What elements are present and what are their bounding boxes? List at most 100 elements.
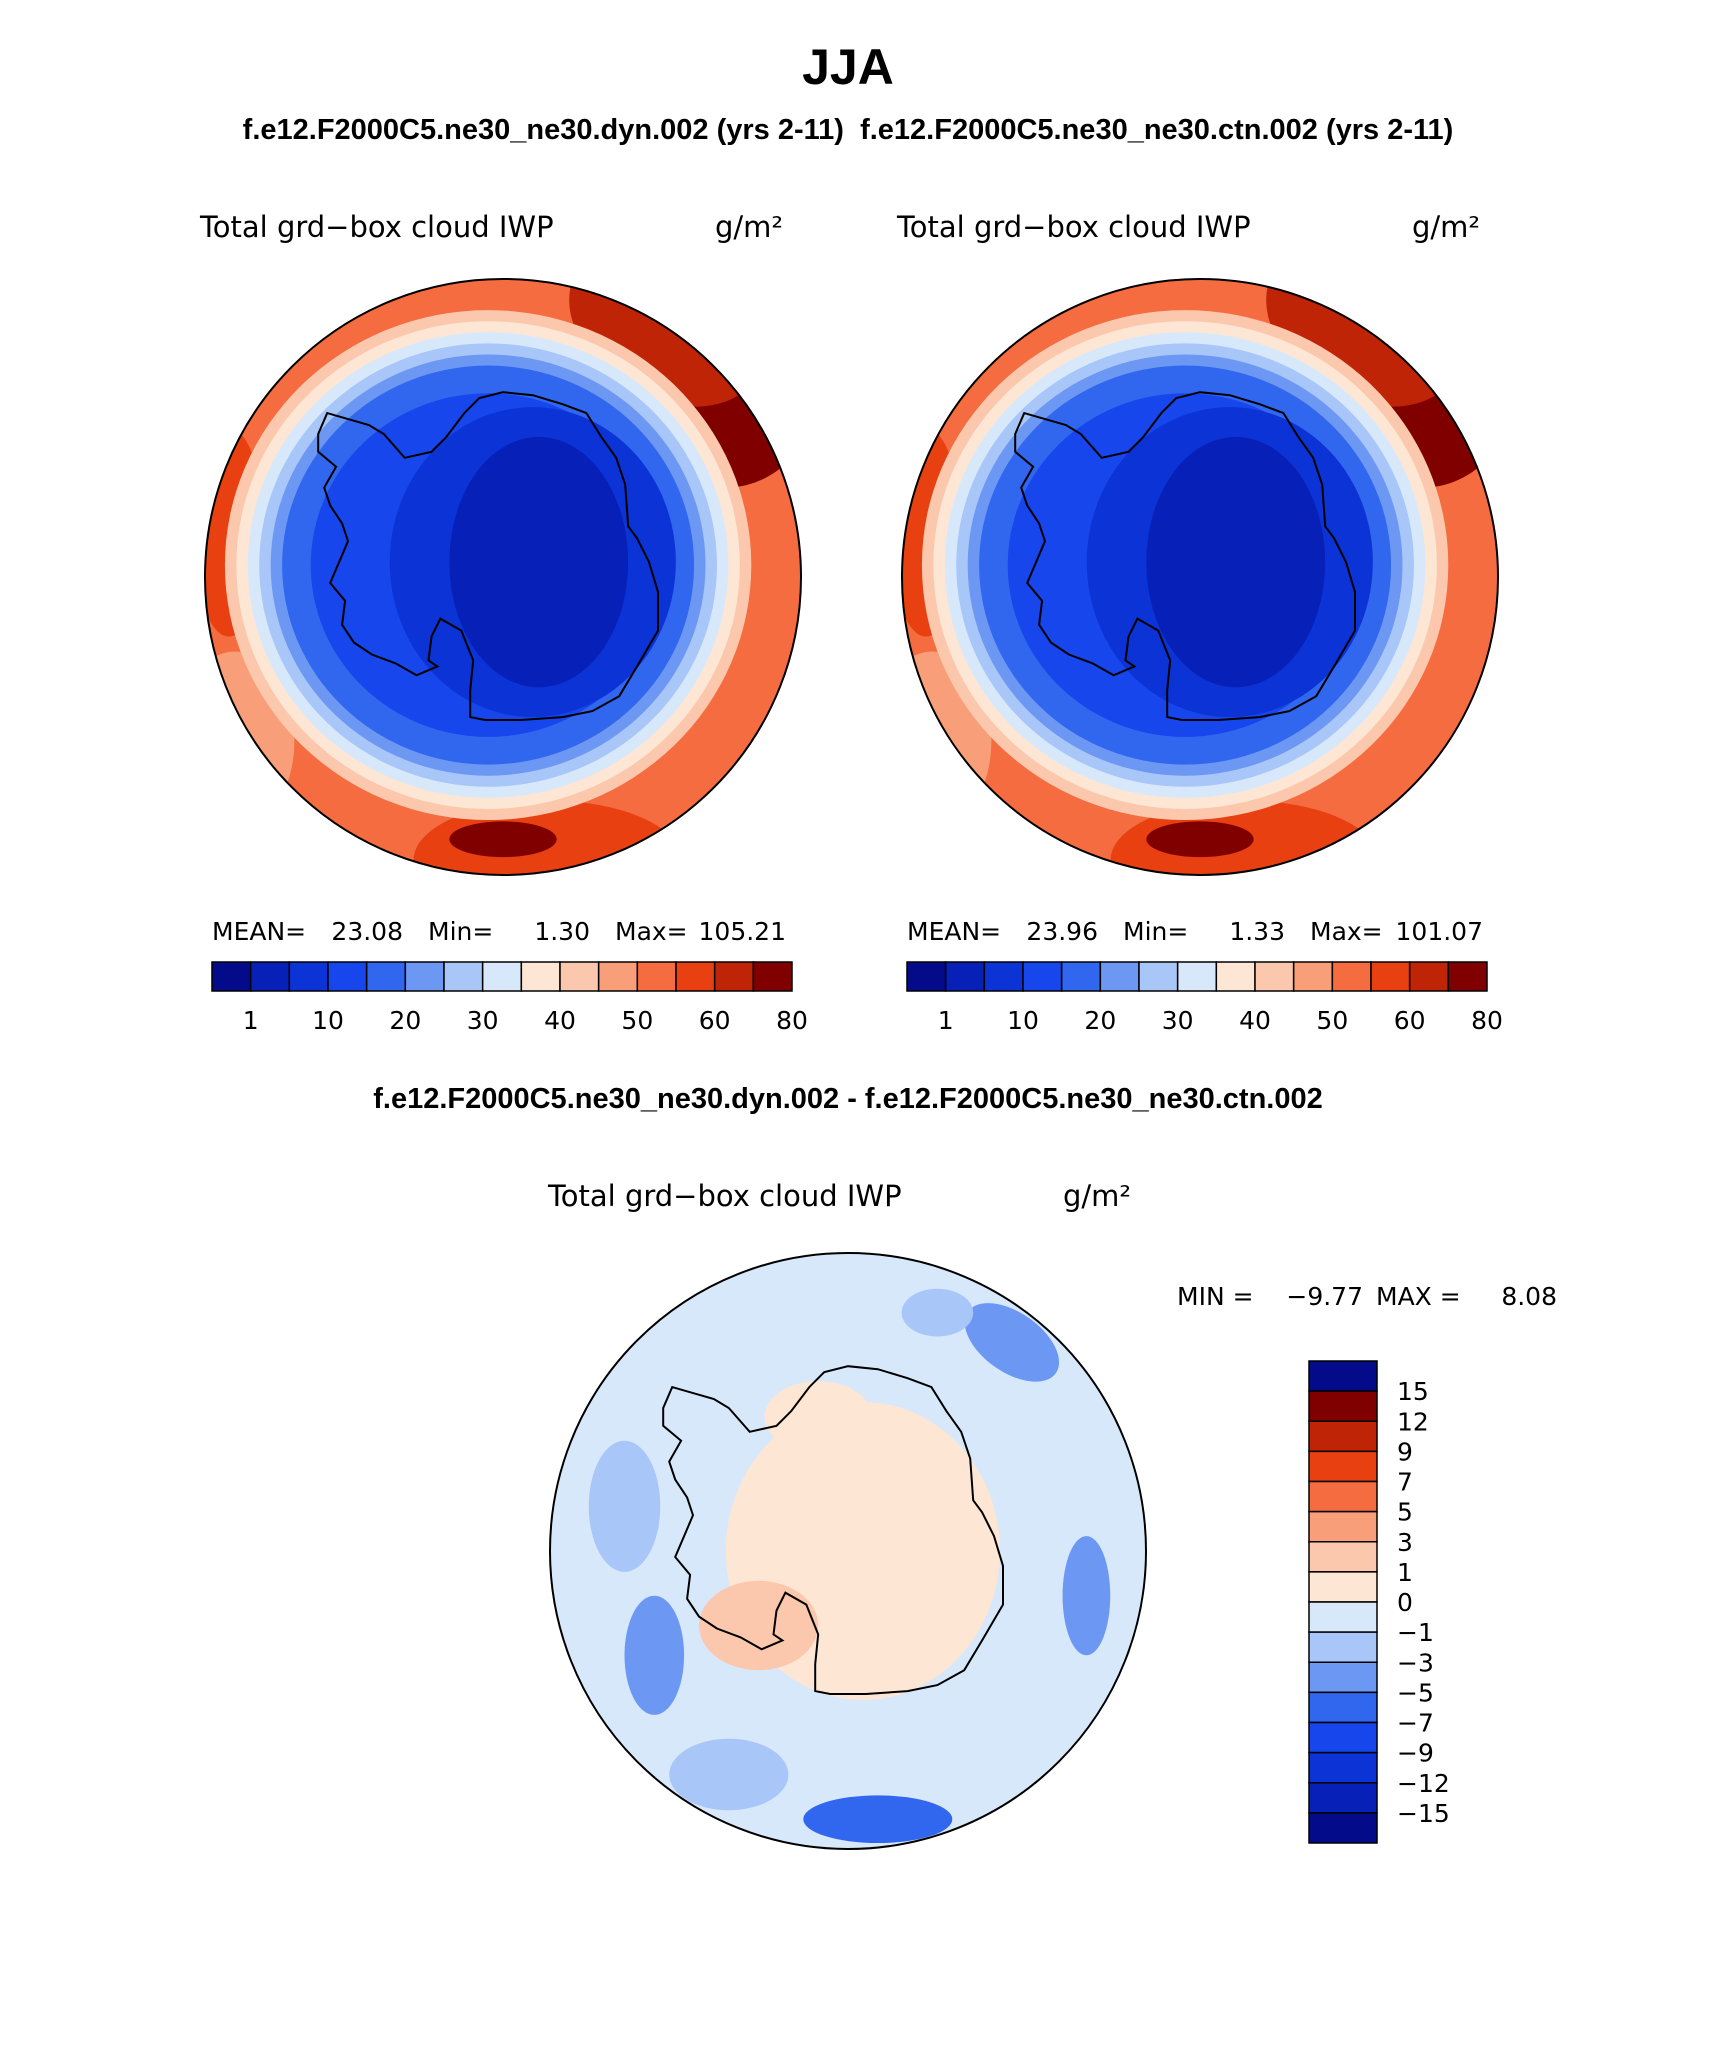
stat-max-value: 101.07 (1396, 917, 1483, 946)
colorbar-tick-label: 10 (1007, 1006, 1039, 1035)
colorbar-tick-label: 0 (1397, 1588, 1413, 1617)
colorbar-tick-label: 1 (938, 1006, 954, 1035)
colorbar-swatch (365, 961, 407, 992)
stat-mean-label: MEAN= (212, 917, 306, 946)
colorbar-swatch (1308, 1661, 1378, 1694)
colorbar-tick-label: 30 (1162, 1006, 1194, 1035)
colorbar-swatch (443, 961, 484, 992)
colorbar-tick-label: 5 (1397, 1498, 1413, 1527)
colorbar-swatch (327, 961, 368, 992)
colorbar-swatch (1099, 961, 1140, 992)
colorbar-swatch (1331, 961, 1372, 992)
colorbar-tick-label: 80 (1471, 1006, 1503, 1035)
colorbar-swatch (1308, 1751, 1378, 1784)
colorbar-swatch (1308, 1510, 1378, 1543)
colorbar-swatch (1308, 1721, 1378, 1754)
panel-dyn-units-label: g/m² (715, 210, 783, 244)
panel-ctn: Total grd−box cloud IWP g/m² MEAN= 23.96… (896, 210, 1503, 1035)
stat-max-label: MAX = (1376, 1282, 1461, 1311)
colorbar-swatch (1292, 961, 1334, 992)
antarctica-coastline (1014, 391, 1356, 721)
colorbar-swatch (1308, 1360, 1378, 1392)
panel-ctn-units-label: g/m² (1412, 210, 1480, 244)
colorbar-tick-label: 30 (467, 1006, 499, 1035)
colorbar-swatch (1176, 961, 1218, 992)
map-diff (550, 1253, 1146, 1849)
stat-min-label: MIN = (1177, 1282, 1254, 1311)
colorbar-tick-label: −3 (1397, 1648, 1434, 1677)
figure-subtitle: f.e12.F2000C5.ne30_ne30.dyn.002 (yrs 2-1… (243, 114, 1454, 146)
panel-dyn: Total grd−box cloud IWP g/m² MEAN= 23.08… (199, 210, 808, 1035)
figure-title: JJA (802, 39, 894, 95)
map-dyn (205, 279, 801, 875)
colorbar-swatch (1138, 961, 1179, 992)
antarctica-coastline (317, 391, 659, 721)
stat-mean-value: 23.08 (331, 917, 403, 946)
colorbar-tick-label: 60 (1394, 1006, 1426, 1035)
colorbar-tick-label: −12 (1397, 1769, 1450, 1798)
panel-diff-variable-label: Total grd−box cloud IWP (547, 1179, 902, 1213)
colorbar-tick-label: 7 (1397, 1468, 1413, 1497)
colorbar-tick-label: 15 (1397, 1377, 1429, 1406)
colorbar-swatch (944, 961, 986, 992)
colorbar-tick-label: 20 (389, 1006, 421, 1035)
colorbar-swatch (1447, 961, 1488, 992)
colorbar-swatch (1254, 961, 1295, 992)
colorbar-swatch (1308, 1571, 1378, 1603)
stat-max-label: Max= (1310, 917, 1383, 946)
colorbar-tick-label: 12 (1397, 1407, 1429, 1436)
stat-max-value: 105.21 (699, 917, 786, 946)
antarctica-coastline (662, 1365, 1004, 1695)
colorbar-tick-label: 40 (1239, 1006, 1271, 1035)
colorbar-swatch (1308, 1691, 1378, 1724)
colorbar-swatch (1308, 1812, 1378, 1844)
colorbar-tick-label: −5 (1397, 1678, 1434, 1707)
panel-ctn-variable-label: Total grd−box cloud IWP (896, 210, 1251, 244)
map-ctn (902, 279, 1498, 875)
colorbar-swatch (1308, 1420, 1378, 1453)
colorbar-tick-label: −9 (1397, 1739, 1434, 1768)
colorbar-swatch (404, 961, 445, 992)
colorbar-swatch (520, 961, 561, 992)
colorbar-swatch (752, 961, 793, 992)
colorbar-swatch (1308, 1480, 1378, 1513)
stat-min-label: Min= (428, 917, 493, 946)
panel-dyn-stats: MEAN= 23.08 Min= 1.30 Max= 105.21 (212, 917, 786, 946)
colorbar-tick-label: 1 (243, 1006, 259, 1035)
colorbar-swatch (1308, 1601, 1378, 1633)
colorbar-swatch (713, 961, 755, 992)
colorbar-tick-label: 80 (776, 1006, 808, 1035)
colorbar-tick-label: 3 (1397, 1528, 1413, 1557)
colorbar-swatch (675, 961, 716, 992)
panel-diff: f.e12.F2000C5.ne30_ne30.dyn.002 - f.e12.… (373, 1083, 1557, 1850)
stat-min-value: −9.77 (1286, 1282, 1363, 1311)
map-ctn-boundary (901, 278, 1499, 876)
colorbar-tick-label: 50 (621, 1006, 653, 1035)
colorbar-dyn: 1 10 20 30 40 50 60 80 (211, 961, 808, 1035)
colorbar-swatch (1308, 1782, 1378, 1814)
colorbar-tick-label: 40 (544, 1006, 576, 1035)
colorbar-swatch (1060, 961, 1102, 992)
colorbar-swatch (1308, 1450, 1378, 1483)
panel-diff-stats: MIN = −9.77 MAX = 8.08 (1177, 1282, 1557, 1311)
panel-diff-heading: f.e12.F2000C5.ne30_ne30.dyn.002 - f.e12.… (373, 1083, 1323, 1115)
colorbar-swatch (1022, 961, 1063, 992)
colorbar-swatch (211, 961, 252, 992)
colorbar-swatch (1215, 961, 1256, 992)
colorbar-swatch (481, 961, 523, 992)
colorbar-swatch (906, 961, 947, 992)
colorbar-tick-label: 20 (1084, 1006, 1116, 1035)
colorbar-tick-label: 9 (1397, 1437, 1413, 1466)
panel-ctn-stats: MEAN= 23.96 Min= 1.33 Max= 101.07 (907, 917, 1483, 946)
colorbar-tick-label: 10 (312, 1006, 344, 1035)
stat-max-label: Max= (615, 917, 688, 946)
panel-diff-units-label: g/m² (1063, 1179, 1131, 1213)
colorbar-swatch (288, 961, 329, 992)
colorbar-swatch (249, 961, 291, 992)
colorbar-tick-label: 60 (699, 1006, 731, 1035)
stat-max-value: 8.08 (1501, 1282, 1557, 1311)
map-diff-boundary (549, 1252, 1147, 1850)
stat-mean-label: MEAN= (907, 917, 1001, 946)
